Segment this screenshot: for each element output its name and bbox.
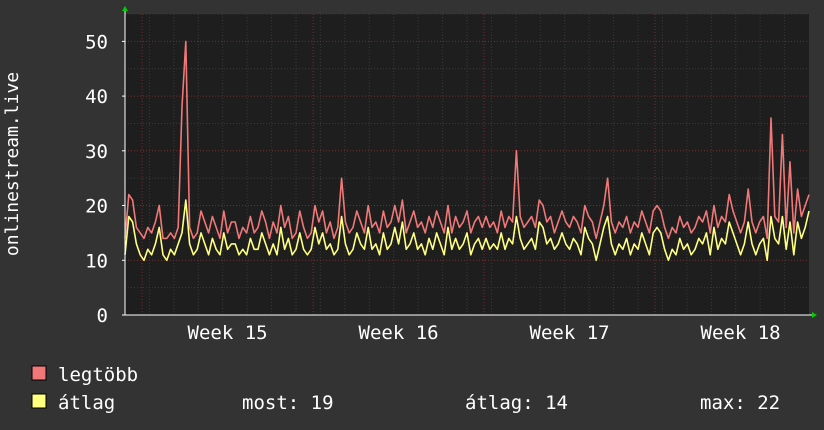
y-tick-label: 50: [85, 31, 108, 53]
legend-swatch-avg: [31, 393, 47, 409]
legend-label-max: legtöbb: [58, 364, 138, 386]
y-tick-label: 20: [85, 196, 108, 218]
x-tick-label: Week 15: [188, 322, 268, 344]
y-axis-label: onlinestream.live: [2, 72, 23, 256]
y-axis-arrow: [122, 6, 128, 11]
y-tick-label: 10: [85, 250, 108, 272]
x-tick-label: Week 18: [701, 322, 781, 344]
x-tick-labels: Week 15 Week 16 Week 17 Week 18: [188, 322, 781, 344]
legend-label-avg: átlag: [58, 392, 115, 414]
series-lines: [124, 40, 810, 262]
y-tick-labels: 0 10 20 30 40 50: [85, 31, 125, 327]
x-axis-arrow: [812, 312, 817, 318]
stat-now: most: 19: [242, 392, 334, 414]
series-line-max: [124, 40, 810, 240]
x-tick-label: Week 17: [530, 322, 610, 344]
x-tick-label: Week 16: [359, 322, 439, 344]
y-tick-label: 30: [85, 141, 108, 163]
stat-avg: átlag: 14: [465, 392, 568, 414]
axes: [122, 6, 817, 318]
series-line-avg: [124, 199, 810, 262]
y-tick-label: 40: [85, 86, 108, 108]
legend-swatch-max: [31, 365, 47, 381]
y-tick-label: 0: [97, 305, 108, 327]
stat-max: max: 22: [700, 392, 780, 414]
